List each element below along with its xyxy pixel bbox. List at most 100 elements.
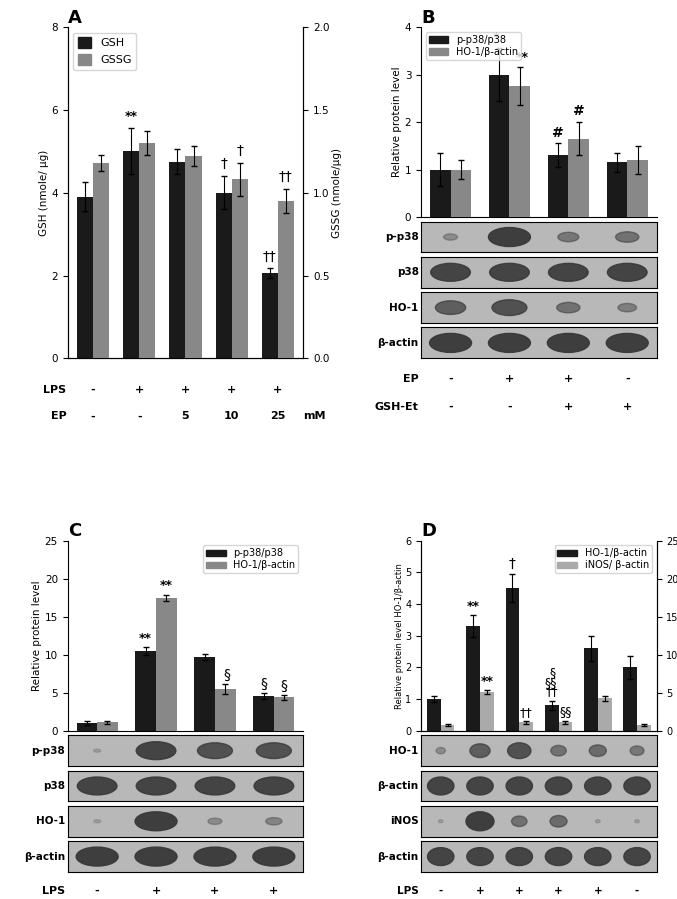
Bar (506, 588, 519, 731)
Text: ††: †† (520, 706, 533, 719)
Ellipse shape (584, 777, 611, 795)
Text: #: # (573, 104, 584, 119)
Text: EP: EP (403, 374, 419, 384)
Text: HO-1: HO-1 (36, 816, 66, 826)
Text: D: D (421, 522, 436, 540)
Bar (607, 163, 628, 218)
Text: -: - (448, 402, 453, 412)
Text: #: # (552, 126, 564, 139)
Ellipse shape (439, 820, 443, 823)
Ellipse shape (547, 334, 590, 352)
Text: §: § (223, 668, 230, 682)
Ellipse shape (506, 777, 533, 795)
Ellipse shape (427, 777, 454, 795)
Bar (519, 723, 533, 731)
Text: +: + (274, 385, 282, 395)
Ellipse shape (265, 817, 282, 825)
Text: +: + (594, 886, 602, 896)
Ellipse shape (135, 812, 177, 831)
Text: β-actin: β-actin (24, 851, 66, 861)
Text: **: ** (125, 111, 137, 123)
Text: **: ** (466, 600, 479, 612)
Text: +: + (564, 374, 573, 384)
Bar (185, 156, 202, 359)
Ellipse shape (254, 777, 294, 795)
Text: -: - (137, 412, 141, 422)
Bar (624, 667, 637, 731)
Text: LPS: LPS (42, 886, 66, 896)
Ellipse shape (253, 847, 295, 866)
Bar (135, 651, 156, 731)
Ellipse shape (488, 227, 531, 246)
Ellipse shape (435, 301, 466, 315)
Text: ††: †† (263, 250, 277, 263)
Text: -: - (635, 886, 639, 896)
Text: **: ** (516, 50, 529, 64)
Ellipse shape (508, 743, 531, 759)
Ellipse shape (512, 816, 527, 826)
Text: 10: 10 (224, 412, 240, 422)
Bar (480, 692, 494, 731)
Ellipse shape (470, 743, 490, 758)
Ellipse shape (429, 334, 472, 352)
Text: p-p38: p-p38 (32, 745, 66, 756)
Bar (510, 86, 530, 218)
Bar (77, 723, 97, 731)
Ellipse shape (77, 777, 117, 795)
Legend: GSH, GSSG: GSH, GSSG (73, 32, 136, 70)
Bar (627, 160, 648, 218)
Text: β-actin: β-actin (378, 851, 419, 861)
Ellipse shape (630, 746, 644, 755)
Ellipse shape (506, 848, 533, 866)
Text: *: * (493, 31, 500, 45)
Bar (262, 273, 278, 359)
Text: LPS: LPS (43, 385, 66, 395)
Ellipse shape (550, 815, 567, 827)
Text: LPS: LPS (397, 886, 419, 896)
Text: +: + (227, 385, 236, 395)
Text: p38: p38 (397, 267, 419, 277)
Text: +: + (135, 385, 144, 395)
Text: **: ** (139, 632, 152, 645)
Ellipse shape (208, 818, 222, 824)
Ellipse shape (198, 743, 232, 759)
Bar (637, 725, 651, 731)
Text: -: - (448, 374, 453, 384)
Bar (430, 170, 451, 218)
Text: 5: 5 (181, 412, 190, 422)
Legend: p-p38/p38, HO-1/β-actin: p-p38/p38, HO-1/β-actin (203, 546, 299, 574)
Text: †: † (509, 557, 516, 572)
Ellipse shape (93, 749, 101, 752)
Bar (598, 699, 611, 731)
Text: +: + (623, 402, 632, 412)
Ellipse shape (545, 848, 572, 866)
Text: +: + (181, 385, 190, 395)
Text: -: - (507, 402, 512, 412)
Ellipse shape (466, 777, 494, 795)
Text: ††: †† (545, 685, 558, 699)
Bar (93, 163, 109, 359)
Text: +: + (505, 374, 514, 384)
Ellipse shape (492, 299, 527, 316)
Ellipse shape (558, 232, 579, 242)
Bar (156, 598, 177, 731)
Bar (569, 138, 589, 218)
Ellipse shape (427, 848, 454, 866)
Text: -: - (95, 886, 100, 896)
Ellipse shape (548, 263, 588, 281)
Text: HO-1: HO-1 (389, 303, 419, 313)
Ellipse shape (76, 847, 118, 866)
Text: -: - (625, 374, 630, 384)
Ellipse shape (436, 747, 445, 754)
Bar (427, 699, 441, 731)
Text: -: - (91, 385, 95, 395)
Ellipse shape (93, 820, 101, 823)
Y-axis label: Relative protein level: Relative protein level (32, 581, 42, 691)
Bar (441, 725, 454, 731)
Ellipse shape (589, 745, 607, 756)
Text: †: † (236, 144, 243, 158)
Text: +: + (554, 886, 563, 896)
Text: B: B (421, 9, 435, 27)
Text: +: + (564, 402, 573, 412)
Bar (253, 696, 274, 731)
